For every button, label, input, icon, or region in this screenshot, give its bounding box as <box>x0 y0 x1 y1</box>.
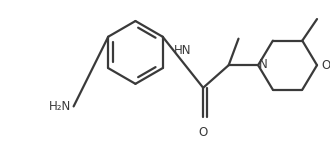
Text: O: O <box>199 126 208 139</box>
Text: H₂N: H₂N <box>49 100 71 113</box>
Text: HN: HN <box>174 44 192 57</box>
Text: N: N <box>259 58 268 71</box>
Text: O: O <box>321 59 330 72</box>
